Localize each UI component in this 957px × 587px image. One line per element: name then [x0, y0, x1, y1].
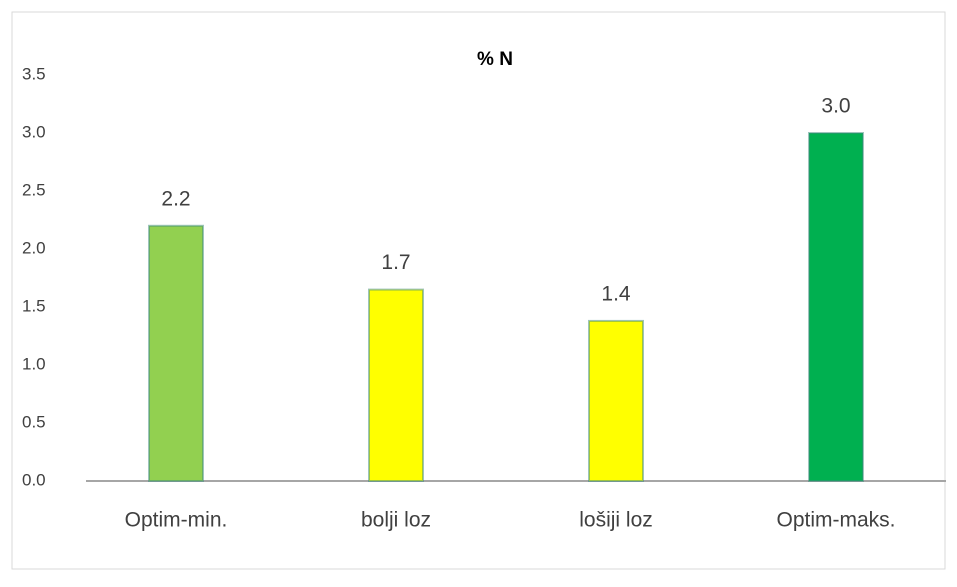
y-tick-label: 1.5: [22, 296, 46, 315]
x-tick-label: bolji loz: [361, 509, 431, 532]
data-label: 1.4: [601, 282, 631, 305]
y-tick-label: 3.5: [22, 64, 46, 83]
bar: [808, 132, 864, 482]
x-tick-label: Optim-min.: [125, 509, 228, 532]
data-label: 3.0: [821, 95, 850, 118]
data-label: 2.2: [161, 187, 190, 210]
data-label: 1.7: [381, 251, 410, 274]
y-tick-label: 1.0: [22, 354, 46, 373]
bar: [368, 288, 424, 482]
y-tick-label: 2.5: [22, 180, 46, 199]
y-tick-label: 0.5: [22, 412, 46, 431]
y-tick-label: 2.0: [22, 238, 46, 257]
y-tick-label: 0.0: [22, 470, 46, 489]
x-tick-label: lošiji loz: [579, 509, 653, 532]
chart-title: % N: [477, 49, 513, 70]
y-tick-label: 3.0: [22, 122, 46, 141]
bar: [148, 224, 204, 482]
bar: [588, 319, 644, 483]
x-tick-label: Optim-maks.: [776, 509, 895, 532]
